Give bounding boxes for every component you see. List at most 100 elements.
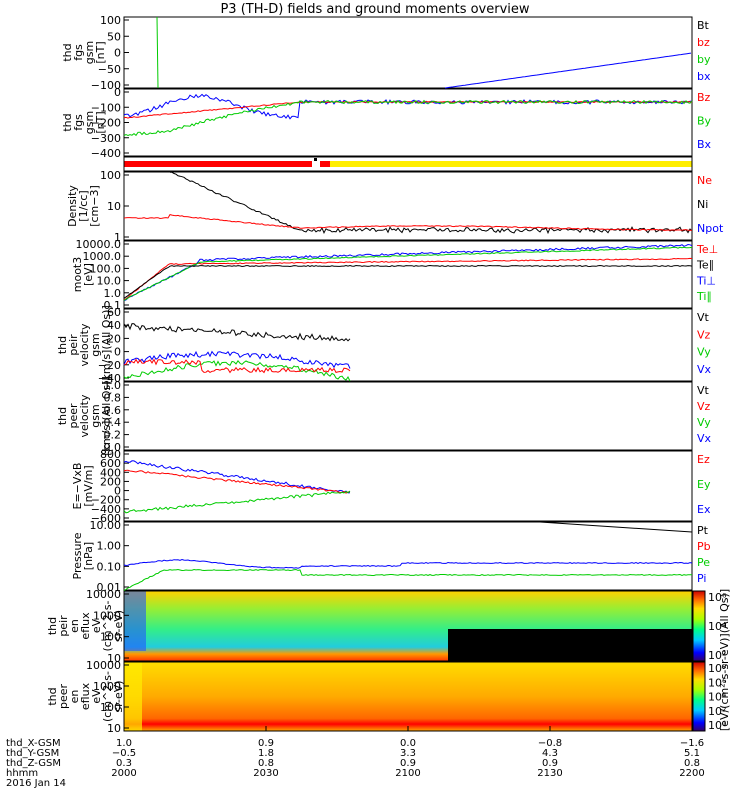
y-tick-label: 1.0 xyxy=(104,287,122,300)
legend-Vz: Vz xyxy=(697,400,711,413)
x-row-value: 2030 xyxy=(253,768,278,779)
panel-fgs1: 100500−50−100thdfgsgsm[nT]Btbzbybx xyxy=(61,14,711,92)
legend-Pe: Pe xyxy=(697,556,710,569)
legend-Ey: Ey xyxy=(697,478,711,491)
legend-Vx: Vx xyxy=(697,363,712,376)
x-date: 2016 Jan 14 xyxy=(6,778,66,789)
y-tick-label: 0.10 xyxy=(97,560,122,573)
trace-bx xyxy=(445,53,691,88)
panel-fgs2: 0−100−200−300−400thdfgsgsm[nT]BzByBx xyxy=(61,86,712,160)
legend-Vt: Vt xyxy=(697,384,710,397)
mode-bar-slow-2 xyxy=(320,161,330,167)
legend-Ni: Ni xyxy=(697,198,708,211)
y-tick-label: 50 xyxy=(107,30,121,43)
panel-ve: 1.00.80.60.40.20.0 thdpeervelocitygsm[km/… xyxy=(56,376,712,456)
trace-Te-perp xyxy=(124,258,692,300)
x-row-value: 2100 xyxy=(395,768,420,779)
y-tick-label: 10 xyxy=(107,200,121,213)
legend-Ex: Ex xyxy=(697,503,711,516)
y-tick-label: 0 xyxy=(114,346,121,359)
y-axis-label: [eV] xyxy=(82,263,95,286)
electron-spectrogram-early-band xyxy=(124,662,142,731)
y-tick-label: 10.0 xyxy=(97,275,122,288)
panel-frame xyxy=(124,172,692,240)
y-axis-label: sr-eV) xyxy=(112,610,125,642)
trace-Ti-par xyxy=(124,247,692,300)
x-row-value: 2200 xyxy=(679,768,704,779)
mode-bar-marker xyxy=(314,158,317,161)
panel-frame xyxy=(124,522,692,590)
legend-Ti⊥: Ti⊥ xyxy=(696,274,716,287)
x-row-value: 2000 xyxy=(111,768,136,779)
panel-pressure: 10.00 1.00 0.10 0.01 Pressure[nPa] Pt Pb Pe Pi xyxy=(71,519,711,594)
legend-Vy: Vy xyxy=(697,416,711,429)
trace-Ex xyxy=(124,461,350,493)
y-axis-label: [km/s](All Qs)] xyxy=(100,305,113,385)
legend-Bz: Bz xyxy=(697,91,711,104)
colorbar-2 xyxy=(693,662,705,731)
ion-spectrogram-early-band xyxy=(124,591,146,651)
trace-Ti-perp xyxy=(124,245,692,301)
y-tick-label: 100 xyxy=(100,14,121,27)
y-tick-label: 0 xyxy=(114,86,121,99)
y-tick-label: 10 xyxy=(107,722,121,735)
legend-Ti∥: Ti∥ xyxy=(696,290,712,303)
y-axis-label: [cm−3] xyxy=(88,185,101,227)
legend-bx: bx xyxy=(697,70,711,83)
y-axis-label: [mV/m] xyxy=(82,465,95,506)
trace-Pe xyxy=(124,570,692,591)
trace-Ez xyxy=(124,470,350,493)
panel-density: 100 10 1 Density[1/cc][cm−3] Ne Ni Npot xyxy=(66,169,724,244)
y-tick-label: 100 xyxy=(100,169,121,182)
legend-Vx: Vx xyxy=(697,432,712,445)
trace-Pt xyxy=(540,522,692,532)
x-row-value: 2130 xyxy=(537,768,562,779)
panel-frame xyxy=(124,309,692,381)
y-axis-label: [nPa] xyxy=(82,542,95,570)
y-axis-label: [nT] xyxy=(94,111,107,133)
legend-By: By xyxy=(697,115,712,128)
trace-by-spike xyxy=(157,17,158,88)
trace-Bx xyxy=(124,94,692,118)
trace-Ey xyxy=(124,491,350,513)
trace-Pi xyxy=(124,560,692,569)
legend-Ez: Ez xyxy=(697,453,710,466)
colorbar-1 xyxy=(693,591,705,661)
legend-Ne: Ne xyxy=(697,174,712,187)
panel-frame xyxy=(124,241,692,308)
legend-Vy: Vy xyxy=(697,346,711,359)
legend-by: by xyxy=(697,53,711,66)
trace-By xyxy=(124,101,692,136)
colorbar-label: [eV/(cm²-s-sr-eV)](All Qs)] xyxy=(718,589,731,731)
mode-bar-fast xyxy=(330,161,692,167)
panel-frame xyxy=(124,89,692,156)
mode-bar-slow xyxy=(124,161,312,167)
legend-Vz: Vz xyxy=(697,328,711,341)
y-axis-label: [km/s](All Qs)] xyxy=(100,376,113,456)
legend-Pt: Pt xyxy=(697,524,709,537)
legend-Te∥: Te∥ xyxy=(696,259,714,272)
legend-Vt: Vt xyxy=(697,311,710,324)
legend-Bx: Bx xyxy=(697,138,712,151)
legend-Npot: Npot xyxy=(697,222,724,235)
y-tick-label: −400 xyxy=(91,147,121,160)
y-tick-label: 1.00 xyxy=(97,540,122,553)
y-tick-label: −50 xyxy=(98,63,121,76)
panel-frame xyxy=(124,382,692,450)
y-axis-label: [nT] xyxy=(94,41,107,63)
panel-frame xyxy=(124,451,692,521)
y-tick-label: 10000 xyxy=(86,588,121,601)
y-tick-label: 1000.0 xyxy=(83,250,122,263)
y-tick-label: 10000.0 xyxy=(76,238,122,251)
trace-Ni xyxy=(170,172,692,233)
y-tick-label: 10.00 xyxy=(90,519,122,532)
ion-spectrogram-gap xyxy=(448,629,692,661)
panel-frame xyxy=(124,17,692,88)
y-tick-label: 10000 xyxy=(86,659,121,672)
legend-Pb: Pb xyxy=(697,540,711,553)
legend-Bt: Bt xyxy=(697,19,710,32)
legend-Pi: Pi xyxy=(697,572,706,585)
electron-spectrogram xyxy=(124,662,692,731)
